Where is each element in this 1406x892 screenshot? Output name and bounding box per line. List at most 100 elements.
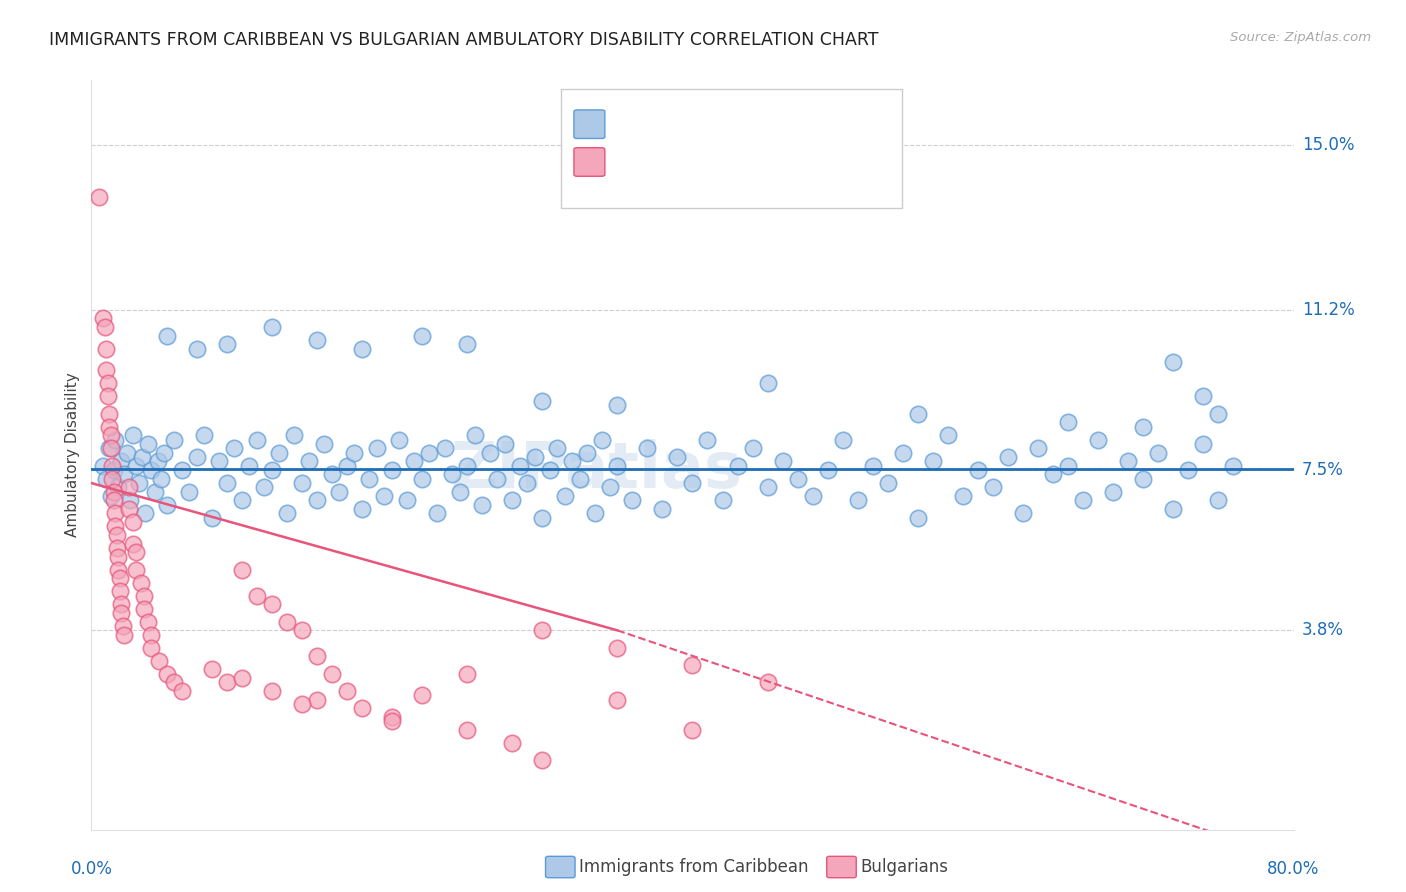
Text: 15.0%: 15.0% [1302, 136, 1354, 154]
Point [97, 376, 120, 391]
Point [1132, 419, 1154, 434]
Point [366, 442, 388, 456]
Point [321, 467, 343, 482]
Point [149, 472, 172, 486]
Point [125, 545, 148, 559]
Point [118, 480, 141, 494]
Point [756, 376, 779, 391]
Point [132, 601, 155, 615]
Point [1071, 493, 1094, 508]
Point [110, 606, 132, 620]
Point [343, 446, 366, 460]
Point [1132, 472, 1154, 486]
Point [1222, 458, 1244, 473]
Point [696, 433, 718, 447]
Point [118, 502, 141, 516]
Text: -0.138: -0.138 [664, 153, 728, 171]
Point [305, 649, 328, 664]
Text: 74: 74 [778, 153, 803, 171]
Point [131, 450, 153, 464]
Point [283, 428, 305, 442]
Point [141, 463, 163, 477]
Point [501, 493, 523, 508]
Point [636, 442, 658, 456]
Point [193, 428, 215, 442]
Point [93, 458, 115, 473]
Point [862, 458, 884, 473]
Point [568, 472, 591, 486]
Point [170, 463, 193, 477]
Point [101, 458, 124, 473]
Point [114, 467, 136, 482]
Point [583, 507, 606, 521]
Point [122, 428, 145, 442]
Point [108, 571, 131, 585]
Point [606, 398, 628, 412]
Point [561, 454, 583, 468]
Point [231, 563, 253, 577]
Point [110, 454, 132, 468]
Point [125, 458, 148, 473]
Point [269, 446, 291, 460]
Text: 3.8%: 3.8% [1302, 622, 1344, 640]
Point [509, 458, 531, 473]
Point [846, 493, 869, 508]
Point [163, 433, 186, 447]
Point [98, 442, 121, 456]
Point [215, 337, 238, 351]
Point [215, 675, 238, 690]
Point [350, 701, 373, 715]
Point [215, 476, 238, 491]
Point [456, 337, 478, 351]
Point [907, 510, 929, 524]
Point [100, 442, 122, 456]
Point [260, 463, 283, 477]
Point [456, 723, 478, 737]
Point [224, 442, 246, 456]
Point [146, 454, 169, 468]
Text: 11.2%: 11.2% [1302, 301, 1354, 318]
Point [231, 671, 253, 685]
Text: 80.0%: 80.0% [1267, 860, 1320, 878]
Point [381, 463, 404, 477]
Point [350, 342, 373, 356]
Point [554, 489, 576, 503]
Point [103, 493, 125, 508]
Point [471, 498, 494, 512]
Point [1208, 407, 1230, 421]
Point [411, 472, 433, 486]
Point [531, 393, 554, 408]
Point [388, 433, 411, 447]
Point [111, 619, 134, 633]
Point [96, 363, 118, 377]
Point [801, 489, 824, 503]
Point [163, 675, 186, 690]
Point [494, 437, 516, 451]
Point [907, 407, 929, 421]
Point [141, 640, 163, 655]
Point [336, 684, 359, 698]
Text: N =: N = [734, 153, 768, 171]
Point [981, 480, 1004, 494]
Point [373, 489, 395, 503]
Point [1116, 454, 1139, 468]
Point [170, 684, 193, 698]
Point [922, 454, 945, 468]
Point [260, 598, 283, 612]
Text: ZIPatlas: ZIPatlas [450, 439, 742, 501]
Point [350, 502, 373, 516]
Point [523, 450, 546, 464]
Point [201, 510, 224, 524]
Point [97, 389, 120, 403]
Point [418, 446, 440, 460]
Point [1147, 446, 1170, 460]
Point [155, 666, 177, 681]
Point [756, 480, 779, 494]
Point [114, 628, 136, 642]
Point [276, 615, 298, 629]
Point [449, 484, 471, 499]
Point [727, 458, 749, 473]
Point [100, 428, 122, 442]
Point [291, 624, 314, 638]
Point [122, 515, 145, 529]
